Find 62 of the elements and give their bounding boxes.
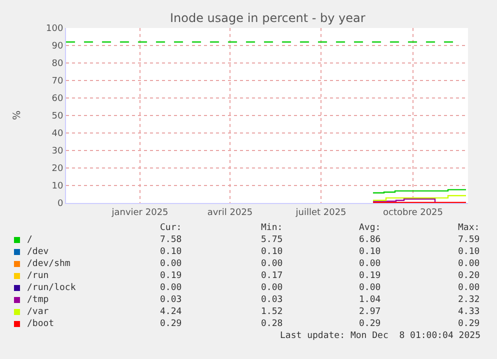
legend-label: /var (27, 307, 50, 317)
text: 0.03 (261, 295, 283, 305)
text: 0.00 (359, 283, 381, 293)
y-tick-label: 50 (52, 112, 64, 122)
text: 6.86 (359, 235, 381, 245)
text: Cur: (160, 223, 182, 233)
y-tick-label: 60 (52, 94, 64, 104)
legend-label: /tmp (27, 295, 49, 305)
text: 0.29 (160, 319, 182, 329)
y-tick-label: 10 (52, 182, 64, 192)
text: 0.00 (261, 259, 283, 269)
y-tick-label: 30 (52, 146, 64, 157)
y-tick-label: 40 (52, 129, 64, 140)
text: 0.29 (359, 319, 381, 329)
x-tick-label: avril 2025 (207, 208, 253, 218)
text: 0.00 (261, 283, 283, 293)
text: 7.58 (160, 235, 182, 245)
text: 4.24 (160, 307, 182, 317)
y-tick-label: 80 (52, 59, 64, 70)
legend-label: /boot (27, 319, 54, 329)
text: 0.00 (359, 259, 381, 269)
text: Last update: Mon Dec 8 01:00:04 2025 (280, 331, 480, 341)
legend-label: /dev/shm (27, 259, 70, 269)
text: 1.04 (359, 295, 381, 305)
legend-label: /run (27, 271, 49, 281)
text: 0.10 (359, 247, 381, 257)
text: 0.19 (359, 271, 381, 281)
text: 0.19 (160, 271, 182, 281)
text: 0.20 (458, 271, 480, 281)
y-tick-label: 20 (52, 164, 64, 174)
text: 0.10 (458, 247, 480, 257)
y-tick-label: 90 (52, 42, 64, 52)
y-axis-title: % (12, 110, 23, 120)
text: Max: (458, 223, 480, 233)
text: 0.00 (458, 283, 480, 293)
text: 5.75 (261, 235, 283, 245)
text: 0.10 (261, 247, 283, 257)
text: 0.00 (458, 259, 480, 269)
text: 0.00 (160, 259, 182, 269)
x-tick-label: octobre 2025 (382, 208, 444, 218)
text: 7.59 (458, 235, 480, 245)
text: 0.28 (261, 319, 283, 329)
text: 0.03 (160, 295, 182, 305)
text: 0.17 (261, 271, 283, 281)
text: 1.52 (261, 307, 283, 317)
text: 2.97 (359, 307, 381, 317)
y-tick-label: 0 (57, 199, 64, 210)
text: 0.10 (160, 247, 182, 257)
text: 2.32 (458, 295, 480, 305)
text: 0.29 (458, 319, 480, 329)
legend-label: /run/lock (27, 283, 76, 293)
y-tick-label: 100 (46, 24, 64, 34)
legend-label: / (27, 235, 32, 245)
x-tick-label: juillet 2025 (294, 208, 346, 218)
text: Min: (261, 223, 283, 233)
text: Avg: (359, 223, 381, 233)
text: 0.00 (160, 283, 182, 293)
x-tick-label: janvier 2025 (110, 208, 168, 218)
y-tick-label: 70 (52, 76, 64, 87)
text: 4.33 (458, 307, 480, 317)
chart-title: Inode usage in percent - by year (170, 11, 366, 25)
legend-label: /dev (27, 247, 49, 257)
